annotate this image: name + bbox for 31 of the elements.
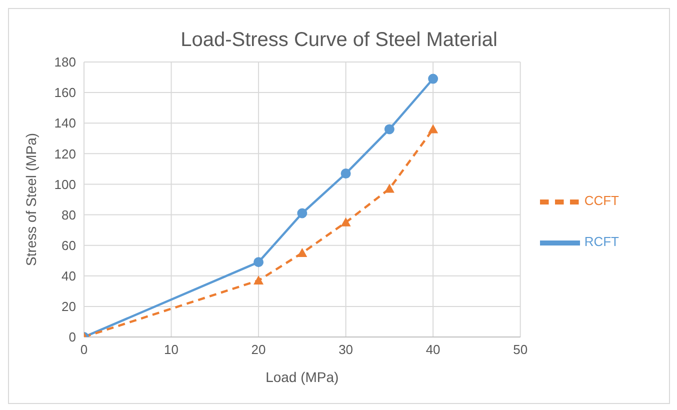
point: [428, 74, 438, 84]
point: [340, 217, 351, 226]
y-tick-label: 140: [54, 116, 76, 131]
chart-title: Load-Stress Curve of Steel Material: [180, 29, 498, 52]
y-tick-label: 40: [62, 268, 76, 284]
x-axis-title: Load (MPa): [266, 369, 339, 385]
y-tick-label: 0: [68, 330, 76, 345]
x-tick-label: 30: [338, 342, 354, 358]
point: [428, 124, 438, 134]
point: [297, 248, 308, 257]
x-tick-label: 0: [80, 342, 88, 358]
legend-label: RCFT: [584, 234, 619, 249]
x-tick-label: 50: [513, 342, 528, 358]
point: [340, 168, 351, 179]
y-axis-title: Stress of Steel (MPa): [22, 132, 39, 266]
y-tick-label: 60: [62, 238, 76, 253]
point: [384, 124, 394, 134]
point: [297, 208, 308, 218]
x-tick-label: 10: [164, 342, 178, 358]
y-tick-label: 100: [54, 176, 76, 192]
point: [254, 257, 264, 268]
x-tick-label: 20: [251, 342, 266, 358]
y-tick-label: 120: [54, 146, 76, 162]
point: [254, 275, 264, 284]
legend-label: CCFT: [584, 193, 619, 208]
x-tick-label: 40: [426, 342, 440, 358]
y-tick-label: 180: [54, 54, 76, 70]
y-tick-label: 160: [54, 85, 76, 100]
y-tick-label: 20: [62, 299, 76, 314]
point: [384, 184, 394, 193]
y-tick-label: 80: [62, 207, 76, 222]
